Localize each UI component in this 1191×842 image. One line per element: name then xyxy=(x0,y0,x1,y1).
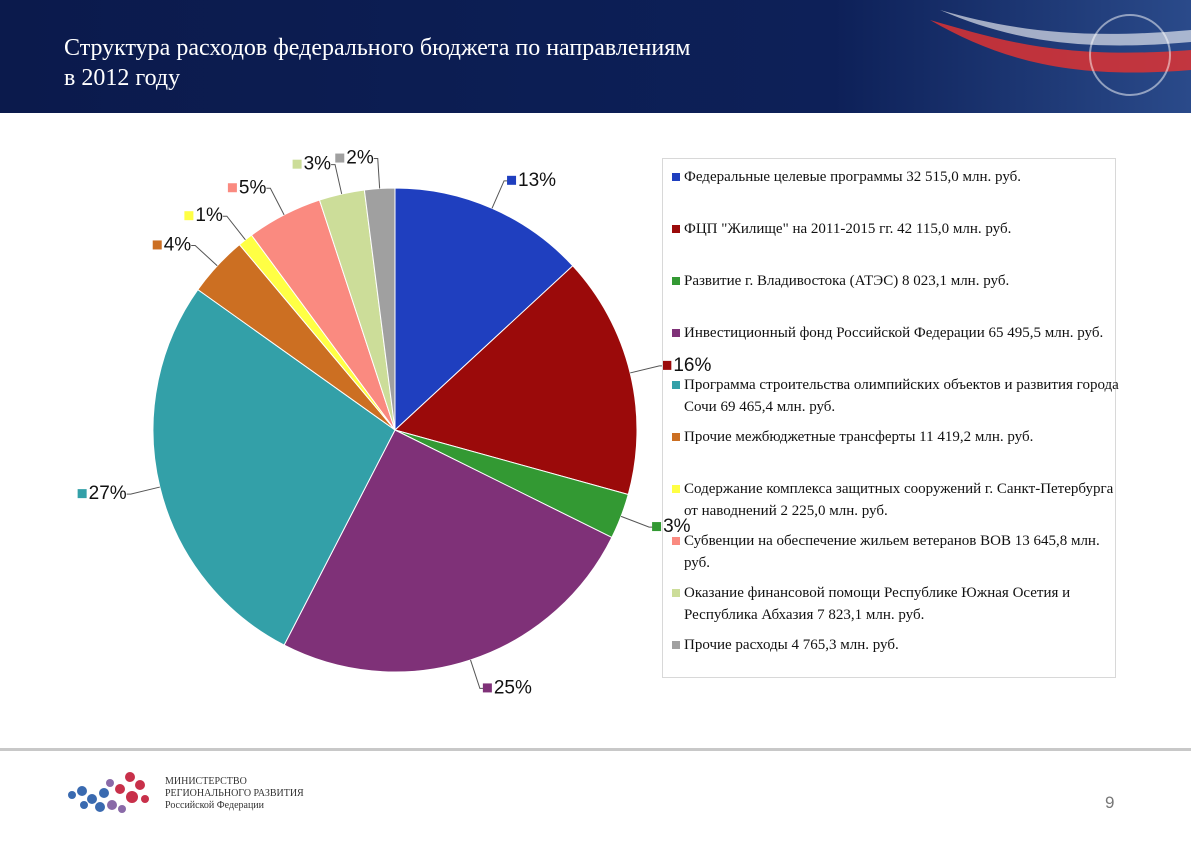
label-swatch xyxy=(507,175,517,185)
pie-slice xyxy=(394,265,638,496)
data-label: 1% xyxy=(195,205,223,226)
legend-item: Субвенции на обеспечение жильем ветерано… xyxy=(670,530,1124,574)
legend-label: Федеральные целевые программы 32 515,0 м… xyxy=(684,169,1022,185)
leader-line xyxy=(620,515,654,528)
leader-line xyxy=(373,158,381,189)
page-number: 9 xyxy=(1105,793,1115,812)
org-line: РЕГИОНАЛЬНОГО РАЗВИТИЯ xyxy=(165,788,304,799)
pie-slice xyxy=(363,187,396,431)
pie-slice xyxy=(152,288,396,646)
legend-item: Прочие расходы 4 765,3 млн. руб. xyxy=(670,634,1124,656)
ministry-name: МИНИСТЕРСТВО РЕГИОНАЛЬНОГО РАЗВИТИЯ Россий… xyxy=(165,776,304,812)
legend-item: Прочие межбюджетные трансферты 11 419,2 … xyxy=(670,426,1124,448)
legend-item: Инвестиционный фонд Российской Федерации… xyxy=(670,322,1124,344)
pie-slice xyxy=(394,187,574,432)
legend-label: Инвестиционный фонд Российской Федерации… xyxy=(684,325,1104,341)
legend-swatch xyxy=(672,641,680,649)
data-label: 3% xyxy=(304,154,332,175)
legend-swatch xyxy=(672,173,680,181)
org-line: Российской Федерации xyxy=(165,800,265,811)
label-swatch xyxy=(335,153,345,163)
legend-label: Развитие г. Владивостока (АТЭС) 8 023,1 … xyxy=(684,273,1010,289)
data-label: 16% xyxy=(673,355,711,376)
label-swatch xyxy=(652,522,662,532)
legend-item: Федеральные целевые программы 32 515,0 м… xyxy=(670,166,1124,188)
slide-title: Структура расходов федерального бюджета … xyxy=(64,35,691,91)
label-swatch xyxy=(662,360,672,370)
legend-item: Программа строительства олимпийских объе… xyxy=(670,374,1124,418)
label-swatch xyxy=(292,159,302,169)
leader-line xyxy=(630,365,664,374)
logo xyxy=(68,772,149,813)
data-label: 3% xyxy=(663,516,691,537)
header-decor xyxy=(930,10,1191,96)
data-label: 27% xyxy=(89,483,127,504)
label-swatch xyxy=(152,240,162,250)
legend-label: ФЦП "Жилище" на 2011-2015 гг. 42 115,0 м… xyxy=(684,221,1012,237)
legend-item: Развитие г. Владивостока (АТЭС) 8 023,1 … xyxy=(670,270,1124,292)
legend-label: Программа строительства олимпийских объе… xyxy=(684,377,1119,415)
legend-swatch xyxy=(672,433,680,441)
data-label: 13% xyxy=(518,170,556,191)
legend-label: Прочие расходы 4 765,3 млн. руб. xyxy=(684,637,899,653)
legend-label: Оказание финансовой помощи Республике Юж… xyxy=(684,585,1071,623)
leader-line xyxy=(126,486,160,495)
label-swatch xyxy=(482,683,492,693)
legend: Федеральные целевые программы 32 515,0 м… xyxy=(662,158,1119,678)
leader-line xyxy=(470,659,484,689)
leader-line xyxy=(331,164,343,195)
footer-rule xyxy=(0,748,1191,751)
data-label: 25% xyxy=(494,677,532,698)
legend-item: ФЦП "Жилище" на 2011-2015 гг. 42 115,0 м… xyxy=(670,218,1124,240)
label-swatch xyxy=(227,183,237,193)
data-label: 2% xyxy=(346,148,374,169)
label-swatch xyxy=(77,489,87,499)
data-label: 4% xyxy=(164,234,192,255)
org-line: МИНИСТЕРСТВО xyxy=(165,776,247,787)
legend-label: Прочие межбюджетные трансферты 11 419,2 … xyxy=(684,429,1034,445)
data-label: 5% xyxy=(239,177,267,198)
leader-line xyxy=(491,180,509,209)
legend-item: Содержание комплекса защитных сооружений… xyxy=(670,478,1124,522)
leader-line xyxy=(266,187,285,216)
legend-swatch xyxy=(672,381,680,389)
leader-line xyxy=(191,244,218,267)
label-swatch xyxy=(184,211,194,221)
legend-item: Оказание финансовой помощи Республике Юж… xyxy=(670,582,1124,626)
legend-label: Субвенции на обеспечение жильем ветерано… xyxy=(684,533,1100,571)
legend-swatch xyxy=(672,537,680,545)
leader-line xyxy=(222,215,246,241)
legend-label: Содержание комплекса защитных сооружений… xyxy=(684,481,1114,519)
legend-swatch xyxy=(672,485,680,493)
legend-swatch xyxy=(672,589,680,597)
legend-swatch xyxy=(672,277,680,285)
header: Структура расходов федерального бюджета … xyxy=(0,0,1191,113)
legend-swatch xyxy=(672,329,680,337)
legend-swatch xyxy=(672,225,680,233)
